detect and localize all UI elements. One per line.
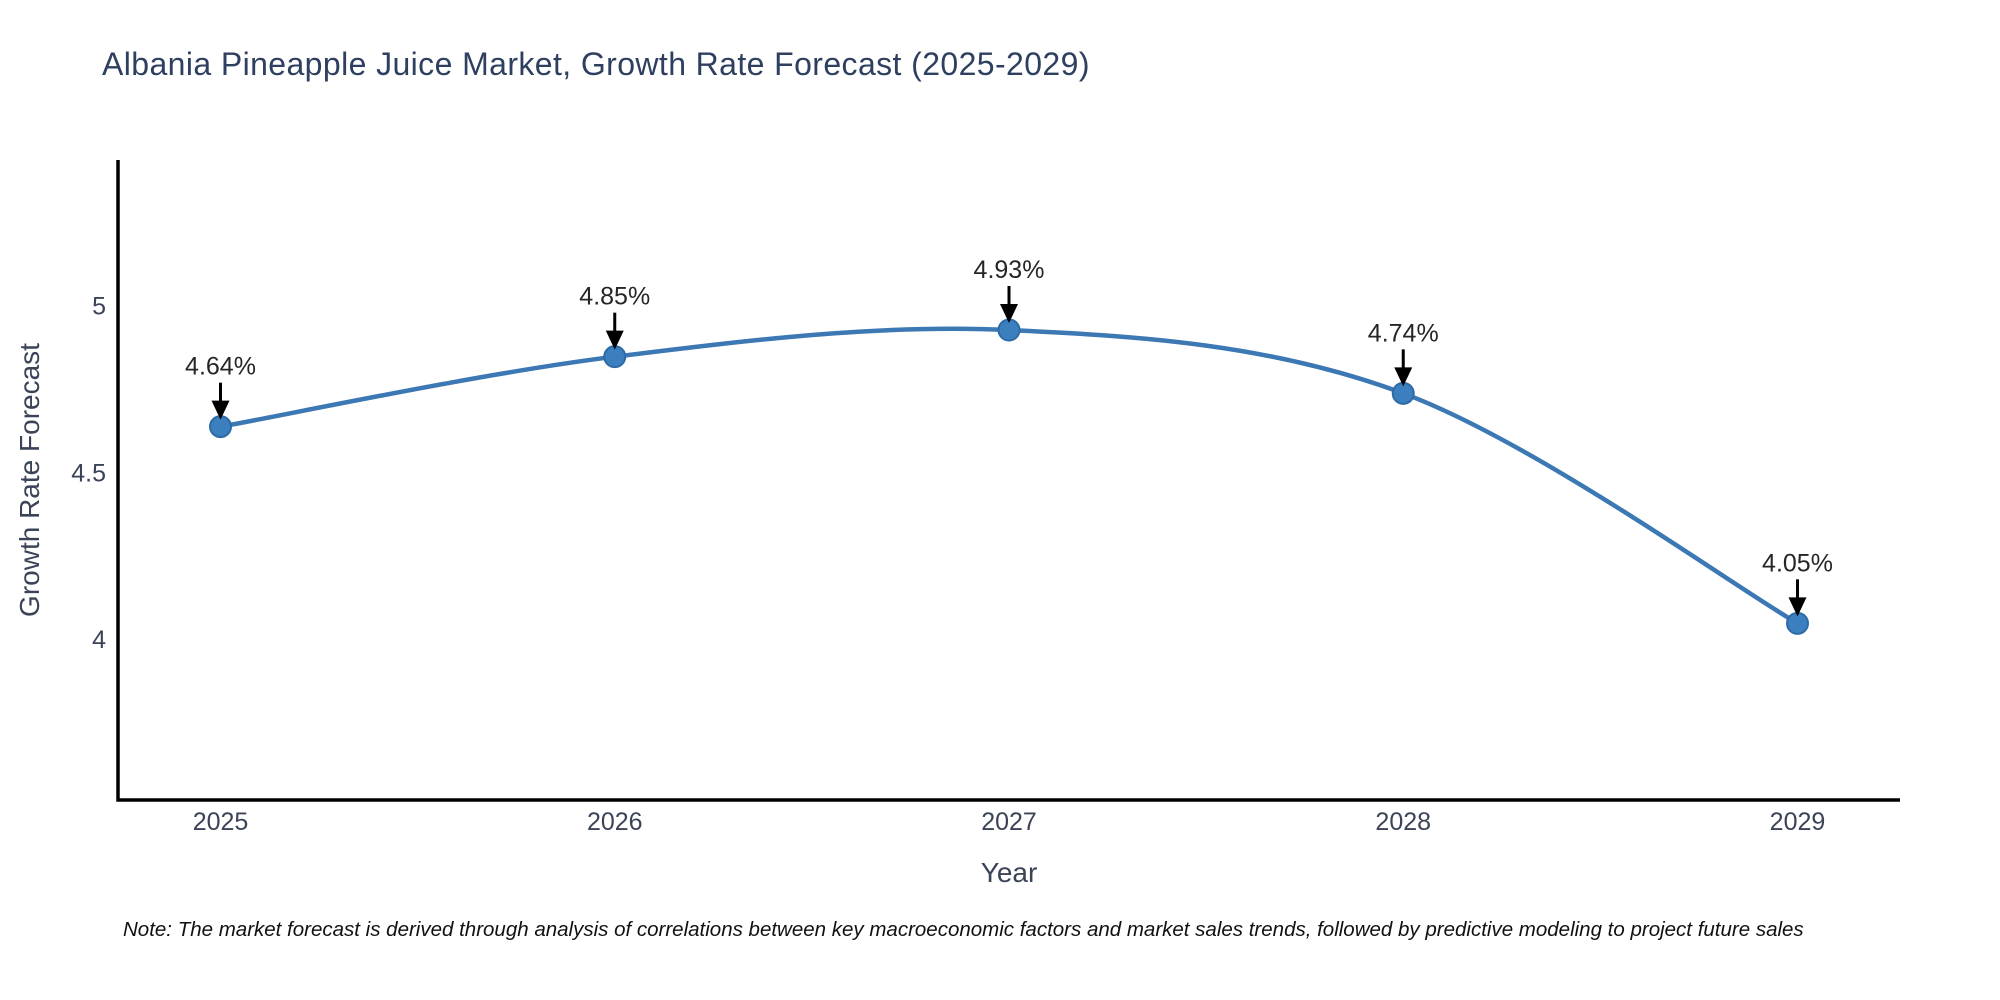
annotation-arrow-head [1000, 304, 1018, 323]
x-tick-label: 2027 [981, 808, 1037, 836]
y-tick-label: 5 [92, 293, 106, 321]
data-point-label: 4.85% [579, 283, 650, 311]
chart-title: Albania Pineapple Juice Market, Growth R… [102, 46, 1090, 82]
annotation-arrow-head [1394, 367, 1413, 387]
y-tick-label: 4 [92, 626, 106, 654]
forecast-line [218, 326, 1800, 626]
x-tick-label: 2025 [193, 808, 249, 836]
y-axis-label: Growth Rate Forecast [14, 343, 45, 617]
data-point-label: 4.93% [974, 256, 1045, 284]
data-point-label: 4.05% [1762, 549, 1833, 577]
footnote: Note: The market forecast is derived thr… [123, 918, 1804, 941]
x-tick-label: 2028 [1375, 808, 1431, 836]
data-point-label: 4.64% [185, 353, 256, 381]
annotation-arrow-head [211, 400, 230, 420]
annotation-arrow-head [1788, 597, 1807, 617]
annotation-arrow-head [605, 330, 624, 350]
x-tick-label: 2029 [1770, 808, 1826, 836]
axis-spines [116, 160, 1900, 802]
data-point-label: 4.74% [1368, 319, 1439, 347]
x-tick-label: 2026 [587, 808, 643, 836]
y-tick-label: 4.5 [71, 459, 106, 487]
x-axis-label: Year [980, 857, 1038, 888]
